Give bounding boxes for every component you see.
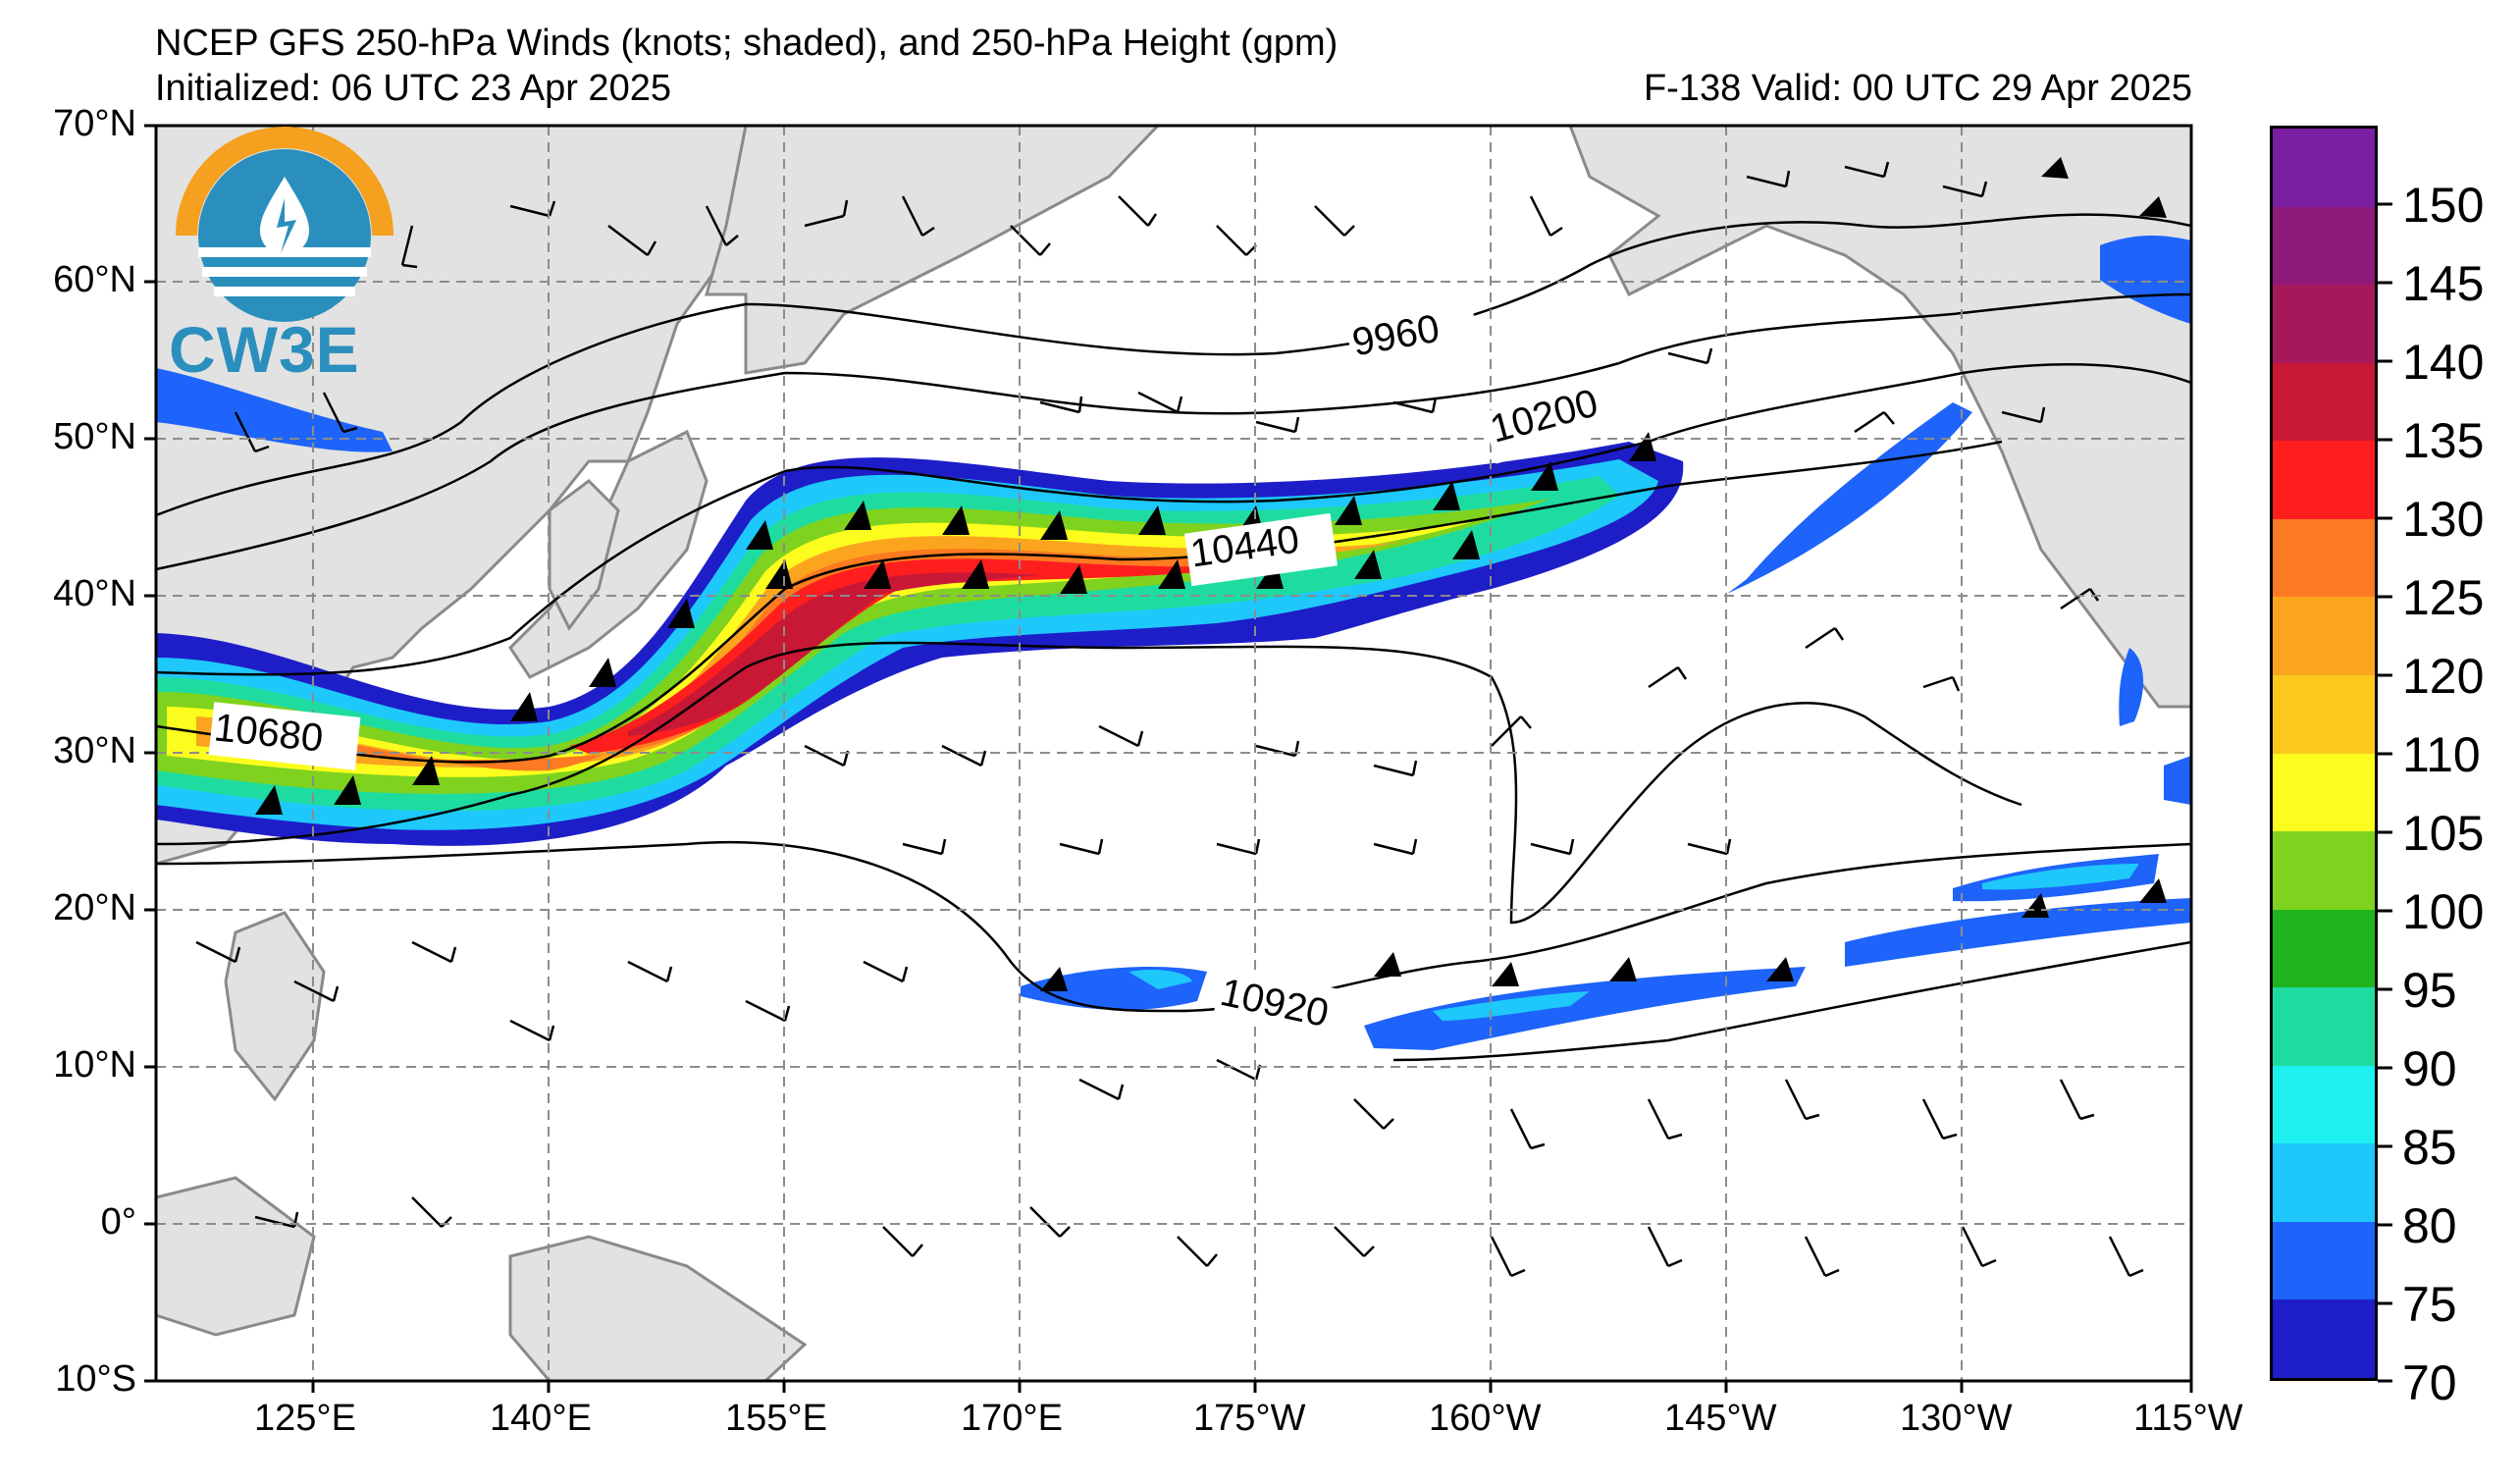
colorbar — [2270, 126, 2378, 1381]
initialized-label: Initialized: 06 UTC 23 Apr 2025 — [155, 68, 671, 109]
valid-label: F-138 Valid: 00 UTC 29 Apr 2025 — [1643, 68, 2192, 109]
lat-label-70n: 70°N — [53, 103, 136, 144]
lon-label-115w: 115°W — [2133, 1398, 2243, 1439]
colorbar-label-140: 140 — [2402, 335, 2485, 390]
colorbar-label-110: 110 — [2402, 727, 2481, 782]
colorbar-label-100: 100 — [2402, 884, 2485, 939]
lon-label-140e: 140°E — [490, 1398, 592, 1439]
lat-label-60n: 60°N — [53, 259, 136, 300]
land-indonesia — [156, 1176, 316, 1337]
colorbar-swatch-70 — [2273, 1299, 2375, 1378]
lat-label-50n: 50°N — [53, 416, 136, 457]
colorbar-swatch-75 — [2273, 1221, 2375, 1300]
colorbar-swatch-110 — [2273, 674, 2375, 754]
lon-label-130w: 130°W — [1900, 1398, 2013, 1439]
lon-label-170e: 170°E — [961, 1398, 1063, 1439]
land-new-guinea — [508, 1235, 808, 1381]
colorbar-label-125: 125 — [2402, 570, 2485, 625]
lat-label-0: 0° — [100, 1201, 136, 1243]
lat-label-10n: 10°N — [53, 1044, 136, 1086]
colorbar-label-95: 95 — [2402, 963, 2457, 1018]
colorbar-label-135: 135 — [2402, 413, 2485, 468]
colorbar-swatch-100 — [2273, 831, 2375, 910]
lat-label-20n: 20°N — [53, 887, 136, 928]
axis-ticks — [144, 124, 2193, 1393]
colorbar-swatch-125 — [2273, 518, 2375, 598]
colorbar-label-145: 145 — [2402, 256, 2485, 311]
lon-label-125e: 125°E — [254, 1398, 356, 1439]
lon-label-145w: 145°W — [1664, 1398, 1777, 1439]
colorbar-label-70: 70 — [2402, 1355, 2457, 1410]
lon-label-160w: 160°W — [1429, 1398, 1542, 1439]
jet-pennant-barbs — [255, 157, 2167, 991]
graticule — [156, 126, 2191, 1381]
colorbar-swatch-120 — [2273, 597, 2375, 675]
land-kamchatka — [705, 126, 1161, 375]
lon-label-175w: 175°W — [1193, 1398, 1306, 1439]
colorbar-label-80: 80 — [2402, 1198, 2457, 1253]
colorbar-swatch-105 — [2273, 753, 2375, 832]
colorbar-swatch-140 — [2273, 285, 2375, 363]
colorbar-label-75: 75 — [2402, 1277, 2457, 1332]
lon-label-155e: 155°E — [725, 1398, 827, 1439]
cw3e-logo — [176, 127, 394, 322]
logo-text: CW3E — [169, 313, 360, 386]
colorbar-swatch-145 — [2273, 206, 2375, 286]
colorbar-label-105: 105 — [2402, 806, 2485, 861]
colorbar-label-130: 130 — [2402, 492, 2485, 547]
colorbar-swatch-85 — [2273, 1065, 2375, 1144]
colorbar-swatch-80 — [2273, 1143, 2375, 1222]
land-philippines — [224, 911, 326, 1102]
lat-label-40n: 40°N — [53, 573, 136, 614]
colorbar-label-85: 85 — [2402, 1120, 2457, 1175]
colorbar-label-150: 150 — [2402, 178, 2485, 233]
colorbar-swatch-95 — [2273, 909, 2375, 988]
land-alaska — [1568, 126, 2191, 709]
colorbar-swatch-130 — [2273, 441, 2375, 519]
colorbar-label-90: 90 — [2402, 1041, 2457, 1096]
jet-shading-secondary-core — [1129, 864, 2139, 1021]
height-contours — [156, 213, 2191, 1062]
colorbar-swatch-90 — [2273, 987, 2375, 1066]
colorbar-label-120: 120 — [2402, 649, 2485, 704]
colorbar-swatch-135 — [2273, 362, 2375, 442]
colorbar-swatch-150 — [2273, 129, 2375, 207]
lat-label-30n: 30°N — [53, 730, 136, 771]
wind-barbs — [195, 161, 2144, 1278]
lat-label-10s: 10°S — [55, 1358, 136, 1400]
map-title: NCEP GFS 250-hPa Winds (knots; shaded), … — [155, 23, 1339, 64]
